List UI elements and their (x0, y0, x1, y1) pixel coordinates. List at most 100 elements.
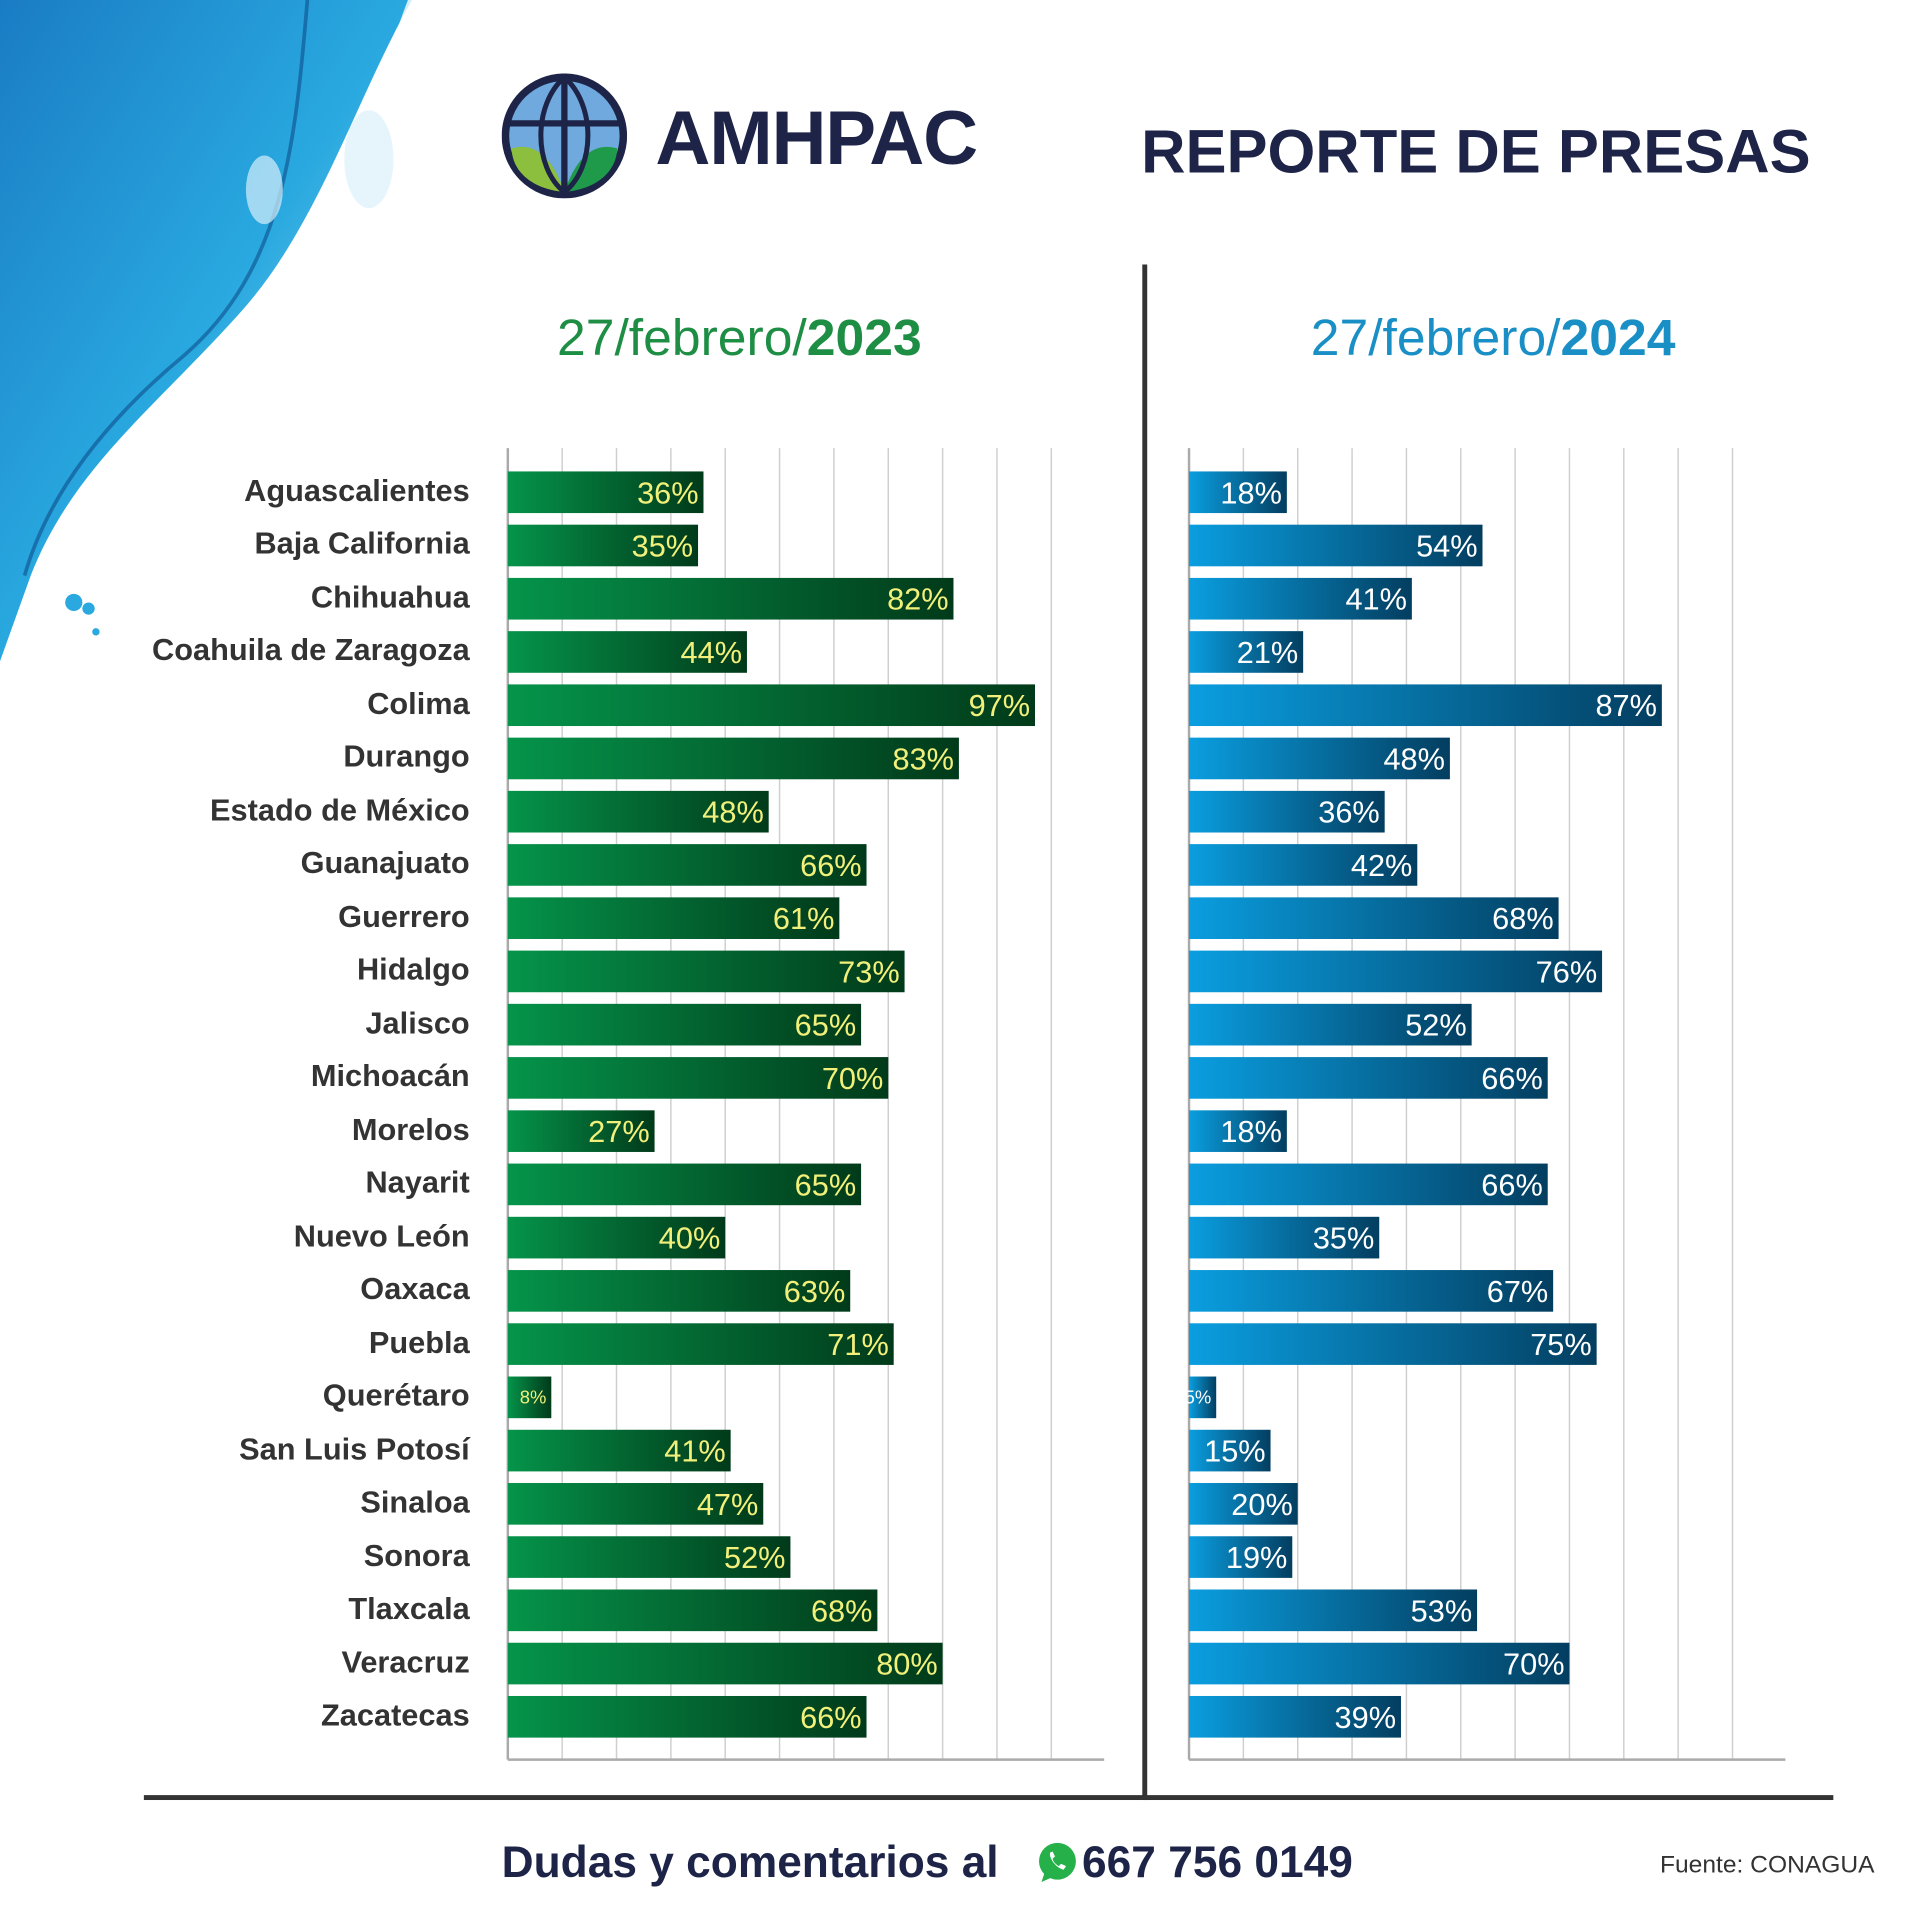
data-source: Fuente: CONAGUA (1659, 1851, 1875, 1879)
bar-2024 (1189, 1216, 1380, 1259)
bar-2023 (507, 790, 769, 833)
data-label-2023: 35% (632, 530, 693, 564)
bar-2023 (507, 631, 747, 673)
data-label-2024: 21% (1237, 636, 1298, 670)
brand-name: AMHPAC (655, 96, 978, 182)
bar-2024 (1189, 631, 1304, 673)
bar-2024 (1189, 524, 1483, 567)
data-label-2023: 97% (969, 689, 1030, 723)
date-2023-heading: 27/febrero/2023 (557, 308, 922, 367)
state-label: Colima (367, 686, 470, 722)
data-label-2023: 52% (724, 1541, 785, 1575)
data-label-2023: 41% (664, 1435, 725, 1469)
whatsapp-icon (1039, 1842, 1076, 1883)
bar-2024 (1189, 1589, 1478, 1632)
data-label-2023: 61% (773, 902, 834, 936)
state-label: Morelos (351, 1112, 470, 1148)
data-label-2023: 65% (795, 1168, 856, 1202)
state-label: Baja California (254, 527, 470, 562)
data-label-2023: 66% (800, 849, 861, 883)
bar-2024 (1189, 1483, 1298, 1525)
bar-2024 (1189, 1003, 1472, 1046)
water-splash-decoration (0, 0, 416, 662)
state-label: Oaxaca (360, 1272, 470, 1307)
data-label-2023: 70% (822, 1062, 883, 1096)
bar-charts: 36% 35% 82% 44% 97% 83% 48% 66% 61%73% 65% 70% 27% 6… (506, 448, 1786, 1761)
data-label-2024: 66% (1481, 1168, 1542, 1202)
footer-text: Dudas y comentarios al (501, 1836, 999, 1887)
data-label-2023: 66% (800, 1701, 861, 1735)
data-label-2024: 36% (1318, 796, 1379, 830)
state-label: Sonora (363, 1538, 470, 1573)
bar-2023 (507, 1695, 867, 1738)
data-label-2023: 65% (795, 1009, 856, 1043)
bar-2024 (1189, 950, 1603, 993)
state-label: Tlaxcala (348, 1591, 470, 1627)
data-label-2023: 82% (887, 583, 948, 617)
data-label-2024: 53% (1411, 1594, 1472, 1628)
data-label-2024: 19% (1226, 1541, 1287, 1575)
bar-2023 (507, 1163, 862, 1206)
data-label-2023: 36% (637, 476, 698, 510)
state-label: Sinaloa (360, 1485, 470, 1520)
date-2024-heading: 27/febrero/2024 (1310, 308, 1676, 367)
data-label-2024: 41% (1345, 583, 1406, 617)
bar-2023 (507, 844, 867, 886)
data-label-2024: 42% (1351, 849, 1412, 883)
state-label: Aguascalientes (244, 473, 470, 509)
vertical-divider (1142, 264, 1148, 1801)
state-label: Nuevo León (293, 1219, 470, 1254)
state-label: Puebla (368, 1325, 470, 1361)
data-label-2024: 76% (1536, 955, 1597, 989)
bar-2023 (507, 1270, 851, 1312)
bar-2024 (1189, 1163, 1548, 1206)
data-label-2024: 39% (1335, 1701, 1396, 1735)
bar-2024 (1189, 1376, 1217, 1419)
state-label: San Luis Potosí (239, 1432, 470, 1467)
state-label: Chihuahua (310, 580, 470, 615)
data-label-2024: 15% (1204, 1435, 1265, 1469)
data-label-2023: 40% (659, 1222, 720, 1256)
data-label-2024: 70% (1503, 1648, 1564, 1682)
bar-2023 (507, 897, 840, 939)
data-label-2024: 87% (1595, 689, 1656, 723)
state-label: Coahuila de Zaragoza (151, 633, 470, 668)
bar-2023 (507, 1429, 731, 1472)
data-label-2024: 18% (1220, 1115, 1281, 1149)
data-label-2024: 18% (1220, 476, 1281, 510)
bar-2024 (1189, 1057, 1548, 1099)
bar-2024 (1189, 577, 1412, 620)
state-label: Veracruz (341, 1645, 470, 1680)
data-label-2023: 68% (811, 1594, 872, 1628)
bar-2024 (1189, 790, 1385, 833)
data-label-2023: 27% (588, 1115, 649, 1149)
data-label-2024: 66% (1481, 1062, 1542, 1096)
state-label: Hidalgo (356, 953, 470, 988)
footer-divider (143, 1795, 1834, 1801)
bar-2023 (507, 684, 1036, 727)
phone-number[interactable]: 667 756 0149 (1082, 1836, 1353, 1887)
data-label-2024: 48% (1383, 743, 1444, 777)
state-label: Estado de México (210, 793, 470, 828)
bar-2023 (507, 1376, 552, 1419)
data-label-2023: 73% (838, 955, 899, 989)
state-label: Durango (343, 740, 470, 775)
bar-2023 (507, 1483, 764, 1525)
bar-2024 (1189, 1323, 1597, 1365)
data-label-2023: 48% (702, 796, 763, 830)
bar-2023 (507, 950, 905, 993)
state-label: Michoacán (310, 1059, 470, 1094)
bar-2023 (507, 1642, 943, 1685)
data-label-2024: 75% (1530, 1328, 1591, 1362)
data-label-2023: 8% (520, 1387, 547, 1408)
bar-2024 (1189, 737, 1450, 780)
bar-2024 (1189, 684, 1662, 727)
data-label-2024: 68% (1492, 902, 1553, 936)
state-label: Querétaro (322, 1378, 470, 1414)
bar-2024 (1189, 844, 1418, 886)
data-label-2023: 63% (784, 1275, 845, 1309)
state-label: Guanajuato (300, 846, 470, 881)
bar-2023 (507, 1536, 791, 1578)
data-label-2024: 35% (1313, 1222, 1374, 1256)
